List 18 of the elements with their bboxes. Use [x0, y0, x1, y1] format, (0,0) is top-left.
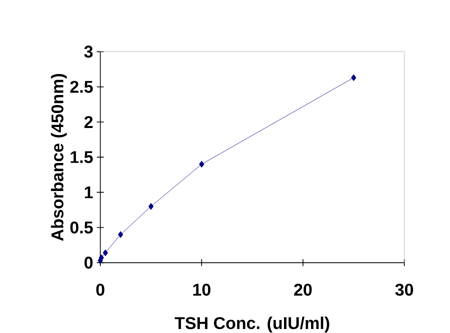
y-tick-label: 1: [84, 186, 93, 198]
point: [351, 74, 356, 82]
point: [148, 203, 154, 210]
y-tick-label: 2: [84, 116, 93, 128]
point: [102, 249, 108, 256]
y-axis-title: Absorbance (450nm): [50, 74, 67, 241]
x-tick-label: 30: [395, 284, 414, 296]
y-tick-label: 0.5: [70, 221, 93, 234]
y-tick-label: 0: [84, 256, 93, 269]
x-tick-label: 10: [193, 284, 210, 296]
y-tick-label: 3: [84, 46, 93, 58]
point: [199, 160, 204, 168]
point: [118, 231, 124, 238]
y-tick-label: 2.5: [70, 80, 93, 93]
x-tick-label: 20: [294, 284, 312, 296]
y-tick-label: 1.5: [70, 151, 93, 164]
x-tick-label: 0: [96, 284, 104, 296]
x-axis-title: TSH Conc. (uIU/ml): [174, 316, 330, 332]
